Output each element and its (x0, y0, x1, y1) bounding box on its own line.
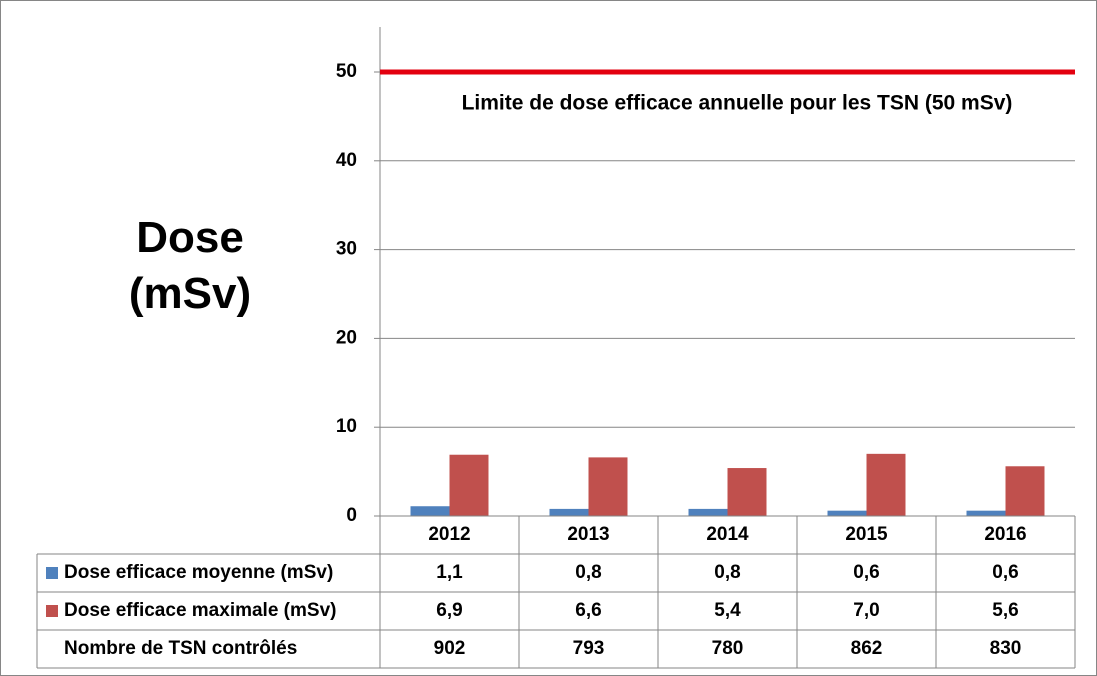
x-tick-label: 2014 (706, 524, 749, 545)
table-cell-value: 902 (434, 638, 466, 659)
data-label: 0,6 (992, 562, 1018, 583)
bar-mean-dose (827, 510, 867, 516)
y-tick-label: 20 (336, 327, 357, 348)
bar-max-dose (727, 468, 767, 516)
table-cell-value: 830 (990, 638, 1022, 659)
data-label: 1,1 (436, 562, 463, 583)
data-label: 0,8 (714, 562, 740, 583)
bar-mean-dose (549, 508, 589, 516)
legend-entry: Dose efficace moyenne (mSv) (64, 562, 333, 583)
y-axis-label: Dose (mSv) (110, 210, 270, 322)
legend-entry: Dose efficace maximale (mSv) (64, 600, 336, 621)
y-axis-label-line-2: (mSv) (128, 269, 252, 318)
y-tick-label: 50 (336, 61, 357, 82)
data-label: 0,8 (575, 562, 601, 583)
bar-max-dose (449, 454, 489, 516)
data-label: 5,4 (714, 600, 741, 621)
y-axis-label-line-1: Dose (136, 213, 244, 262)
bar-max-dose (588, 457, 628, 516)
x-tick-label: 2016 (984, 524, 1026, 545)
y-tick-label: 40 (336, 150, 357, 171)
data-label: 7,0 (853, 600, 879, 621)
bar-mean-dose (966, 510, 1006, 516)
dose-limit-label: Limite de dose efficace annuelle pour le… (462, 92, 1013, 115)
table-cell-value: 862 (851, 638, 883, 659)
y-tick-label: 30 (336, 239, 357, 260)
table-cell-value: 793 (573, 638, 605, 659)
data-label: 5,6 (992, 600, 1018, 621)
x-tick-label: 2013 (567, 524, 609, 545)
x-tick-label: 2015 (845, 524, 888, 545)
table-row-label: Nombre de TSN contrôlés (64, 638, 297, 659)
y-tick-label: 10 (336, 416, 357, 437)
bar-max-dose (1005, 466, 1045, 516)
data-label: 0,6 (853, 562, 879, 583)
data-label: 6,9 (436, 600, 462, 621)
table-cell-value: 780 (712, 638, 744, 659)
bar-mean-dose (688, 508, 728, 516)
x-tick-label: 2012 (428, 524, 470, 545)
data-label: 6,6 (575, 600, 601, 621)
bar-max-dose (866, 453, 906, 516)
legend-swatch (46, 567, 58, 579)
bar-mean-dose (410, 506, 450, 516)
legend-swatch (46, 605, 58, 617)
y-tick-label: 0 (346, 505, 357, 526)
